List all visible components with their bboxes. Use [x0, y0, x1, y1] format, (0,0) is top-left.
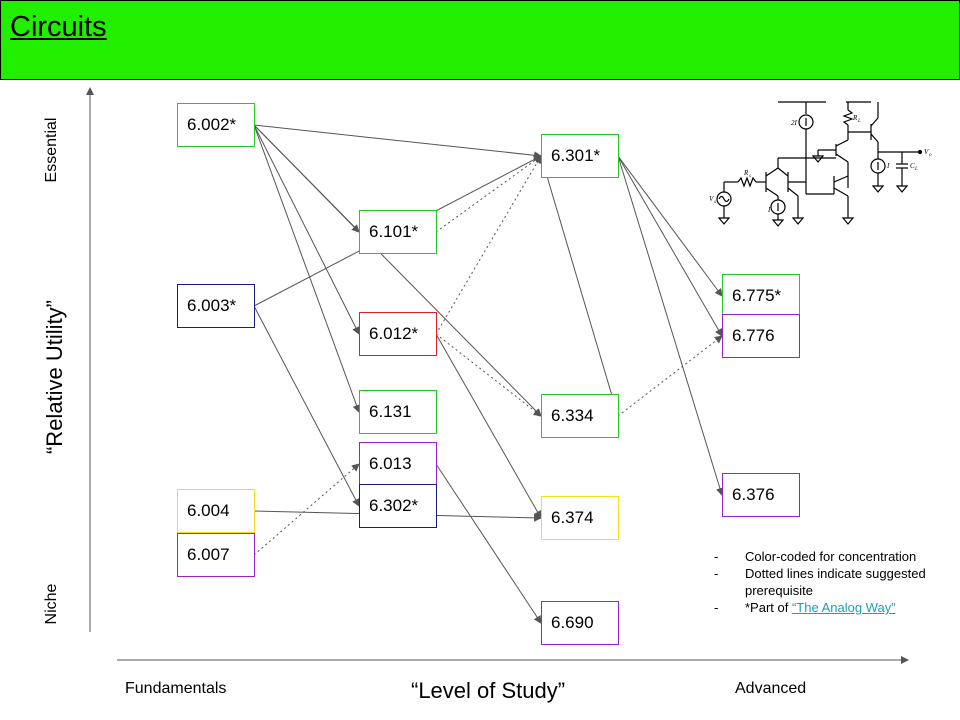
circuit-label-cl: C	[910, 162, 915, 170]
edge-6-002-to-6-334	[253, 124, 542, 417]
course-box-6-002: 6.002*	[177, 103, 255, 147]
y-axis-title: “Relative Utility”	[42, 299, 67, 455]
edge-6-334-to-6-301	[539, 155, 619, 417]
title-bar: Circuits	[0, 0, 960, 80]
svg-text:o: o	[929, 153, 932, 158]
edge-6-012-to-6-374	[435, 333, 542, 519]
course-box-6-776: 6.776	[722, 314, 800, 358]
amplifier-schematic: 2I R L V o I C L R s V s I	[709, 101, 932, 227]
course-box-6-301: 6.301*	[541, 134, 619, 178]
analog-way-link[interactable]: “The Analog Way”	[791, 600, 896, 615]
note-color-coded: - Color-coded for concentration	[714, 548, 954, 565]
course-box-6-775: 6.775*	[722, 274, 800, 318]
circuit-label-rs: R	[743, 169, 749, 177]
edge-6-301-to-6-776	[617, 155, 723, 337]
course-box-6-302: 6.302*	[359, 484, 437, 528]
note-analog-way: - *Part of “The Analog Way”	[714, 599, 954, 616]
y-axis-bottom-label: Niche	[43, 583, 60, 625]
course-box-6-012: 6.012*	[359, 312, 437, 356]
edge-6-002-to-6-012	[253, 124, 360, 335]
circuit-label-i-right: I	[886, 162, 890, 170]
course-box-6-003: 6.003*	[177, 284, 255, 328]
legend-notes: - Color-coded for concentration - Dotted…	[714, 548, 954, 616]
edge-6-301-to-6-376	[617, 155, 724, 496]
note-bullet: -	[714, 600, 719, 615]
svg-text:s: s	[714, 200, 716, 205]
course-box-6-013: 6.013	[359, 442, 437, 486]
note-bullet: -	[714, 566, 719, 581]
note-dotted-lines: - Dotted lines indicate suggested prereq…	[714, 565, 954, 599]
note-text: Dotted lines indicate suggested prerequi…	[745, 566, 926, 598]
course-box-6-376: 6.376	[722, 473, 800, 517]
circuit-label-vo: V	[924, 148, 929, 156]
edge-6-101-to-6-301	[435, 155, 542, 233]
edge-6-003-to-6-302	[253, 305, 360, 507]
edge-6-013-to-6-690	[435, 463, 542, 624]
circuit-label-i-left: I	[767, 206, 771, 214]
page-title: Circuits	[10, 11, 107, 43]
course-box-6-004: 6.004	[177, 489, 255, 533]
svg-text:L: L	[857, 119, 861, 124]
x-axis-left-label: Fundamentals	[125, 680, 227, 697]
edges-layer	[253, 124, 724, 624]
edge-6-007-to-6-013	[253, 463, 360, 556]
course-box-6-101: 6.101*	[359, 210, 437, 254]
edge-6-334-to-6-776	[617, 335, 723, 417]
note-text: Color-coded for concentration	[745, 549, 917, 564]
y-axis-top-label: Essential	[43, 117, 60, 183]
edge-6-002-to-6-131	[253, 124, 361, 413]
course-box-6-007: 6.007	[177, 533, 255, 577]
x-axis-right-label: Advanced	[735, 680, 807, 697]
course-box-6-131: 6.131	[359, 390, 437, 434]
x-axis-title: “Level of Study”	[411, 678, 566, 703]
course-box-6-374: 6.374	[541, 496, 619, 540]
note-text: *Part of	[745, 600, 792, 615]
circuit-label-2i: 2I	[791, 119, 798, 127]
course-box-6-334: 6.334	[541, 394, 619, 438]
edge-6-301-to-6-775	[617, 155, 723, 297]
edge-6-012-to-6-301	[435, 155, 542, 335]
circuit-label-vs: V	[709, 195, 714, 203]
circuit-label-rl: R	[852, 114, 858, 122]
svg-text:L: L	[914, 167, 918, 172]
edge-6-002-to-6-301	[253, 124, 542, 160]
edge-6-012-to-6-334	[435, 333, 542, 417]
course-box-6-690: 6.690	[541, 601, 619, 645]
svg-text:s: s	[749, 174, 751, 179]
note-bullet: -	[714, 549, 719, 564]
